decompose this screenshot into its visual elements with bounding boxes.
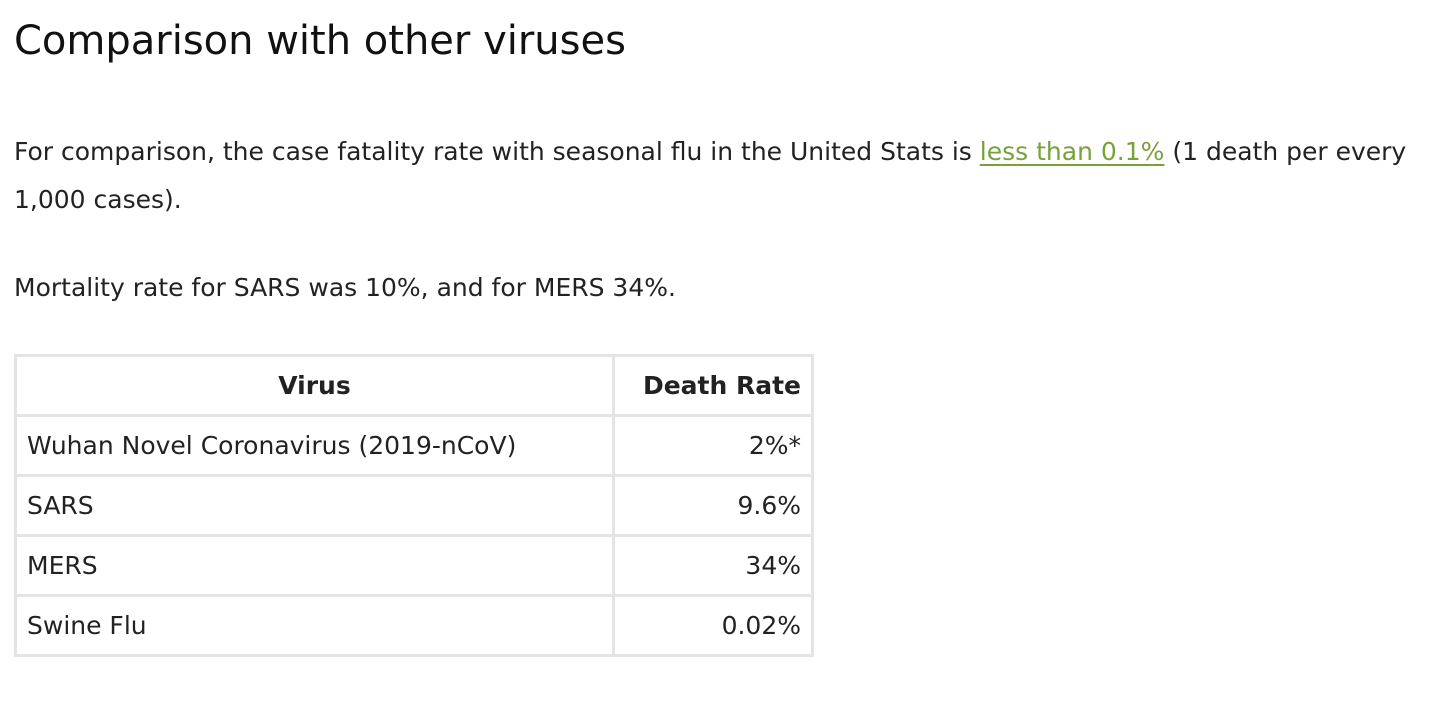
flu-fatality-link[interactable]: less than 0.1% <box>979 137 1165 166</box>
virus-name-cell: Swine Flu <box>14 594 615 657</box>
death-rate-table: Virus Death Rate Wuhan Novel Coronavirus… <box>14 354 814 657</box>
table-header-row: Virus Death Rate <box>14 354 814 417</box>
death-rate-cell: 9.6% <box>612 474 814 537</box>
header-death-rate: Death Rate <box>612 354 814 417</box>
section-title: Comparison with other viruses <box>14 18 626 64</box>
table-row: Swine Flu 0.02% <box>14 594 814 657</box>
comparison-paragraph: For comparison, the case fatality rate w… <box>14 128 1424 224</box>
table-row: SARS 9.6% <box>14 474 814 537</box>
comparison-text-after: (1 death per every 1,000 cases). <box>14 137 1407 214</box>
mortality-paragraph: Mortality rate for SARS was 10%, and for… <box>14 273 676 302</box>
comparison-text-before: For comparison, the case fatality rate w… <box>14 137 980 166</box>
virus-name-cell: MERS <box>14 534 615 597</box>
death-rate-cell: 2%* <box>612 414 814 477</box>
table-row: MERS 34% <box>14 534 814 597</box>
header-virus: Virus <box>14 354 615 417</box>
table-row: Wuhan Novel Coronavirus (2019-nCoV) 2%* <box>14 414 814 477</box>
death-rate-cell: 0.02% <box>612 594 814 657</box>
virus-name-cell: Wuhan Novel Coronavirus (2019-nCoV) <box>14 414 615 477</box>
death-rate-cell: 34% <box>612 534 814 597</box>
virus-name-cell: SARS <box>14 474 615 537</box>
